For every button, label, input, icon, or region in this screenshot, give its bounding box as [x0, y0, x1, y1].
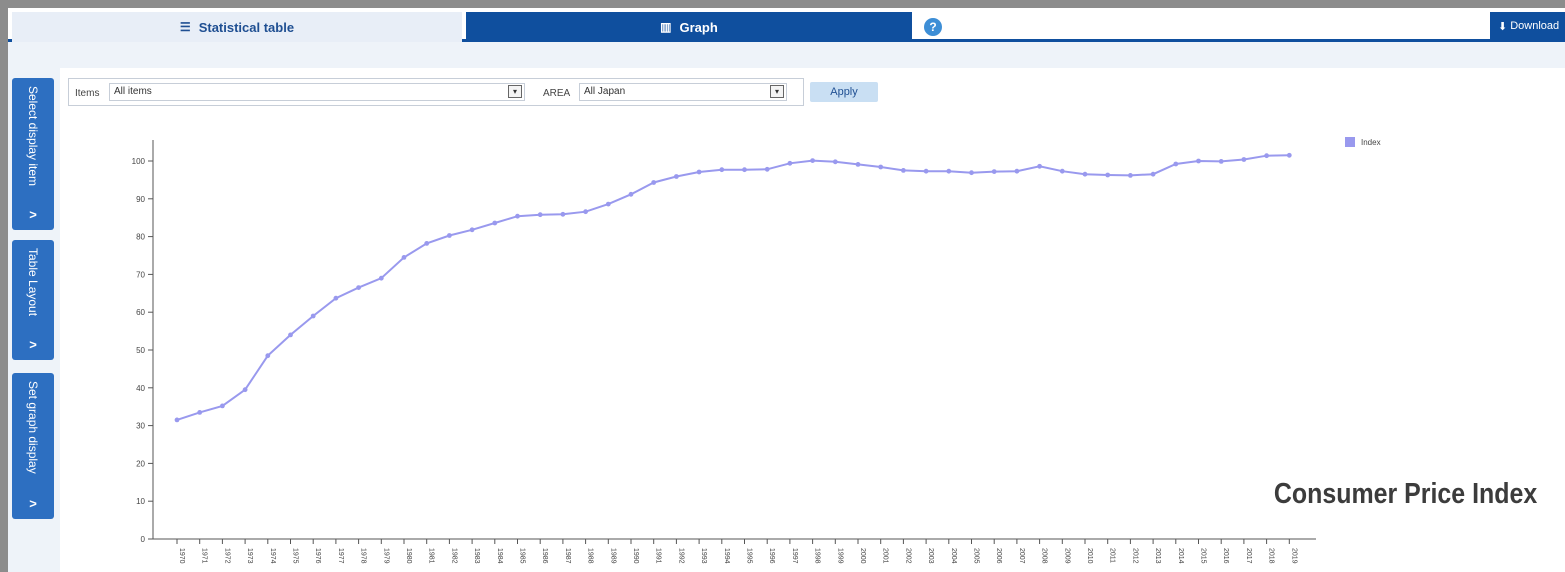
bar-chart-icon: ▥ — [660, 20, 672, 34]
question-icon: ? — [929, 20, 937, 34]
chevron-right-icon: > — [29, 496, 37, 511]
sidebar-item-label: Select display item — [26, 86, 40, 187]
area-select[interactable]: All Japan ▾ — [579, 83, 787, 101]
help-button[interactable]: ? — [924, 18, 942, 36]
tab-graph[interactable]: ▥ Graph — [466, 12, 912, 42]
items-label: Items — [75, 88, 100, 99]
chevron-right-icon: > — [29, 337, 37, 352]
download-button[interactable]: ⬇ Download — [1490, 12, 1565, 40]
items-select[interactable]: All items ▾ — [109, 83, 525, 101]
list-icon: ☰ — [179, 20, 191, 34]
area-select-value: All Japan — [584, 86, 626, 97]
sidebar-item-table-layout[interactable]: Table Layout > — [12, 240, 54, 360]
toolbar-band — [8, 42, 1565, 68]
sidebar-item-select-display-item[interactable]: Select display item > — [12, 78, 54, 230]
area-label: AREA — [543, 88, 571, 99]
download-icon: ⬇ — [1498, 20, 1508, 33]
apply-button[interactable]: Apply — [810, 82, 878, 102]
tab-graph-label: Graph — [679, 19, 718, 35]
chevron-down-icon: ▾ — [508, 85, 522, 98]
chevron-down-icon: ▾ — [770, 85, 784, 98]
sidebar-item-label: Table Layout — [26, 248, 40, 317]
download-label: Download — [1510, 20, 1560, 32]
overlay-title: Consumer Price Index — [1273, 478, 1537, 510]
items-select-value: All items — [114, 86, 152, 97]
sidebar: Select display item > Table Layout > Set… — [8, 68, 60, 572]
tab-statistical-table[interactable]: ☰ Statistical table — [12, 12, 462, 42]
sidebar-item-set-graph-display[interactable]: Set graph display > — [12, 373, 54, 519]
chevron-right-icon: > — [29, 207, 37, 222]
tab-statistical-table-label: Statistical table — [198, 19, 295, 35]
filter-bar: Items All items ▾ AREA All Japan ▾ — [68, 78, 804, 106]
top-tab-bar: ☰ Statistical table ▥ Graph ? ⬇ Download — [8, 8, 1565, 42]
sidebar-item-label: Set graph display — [26, 381, 40, 474]
